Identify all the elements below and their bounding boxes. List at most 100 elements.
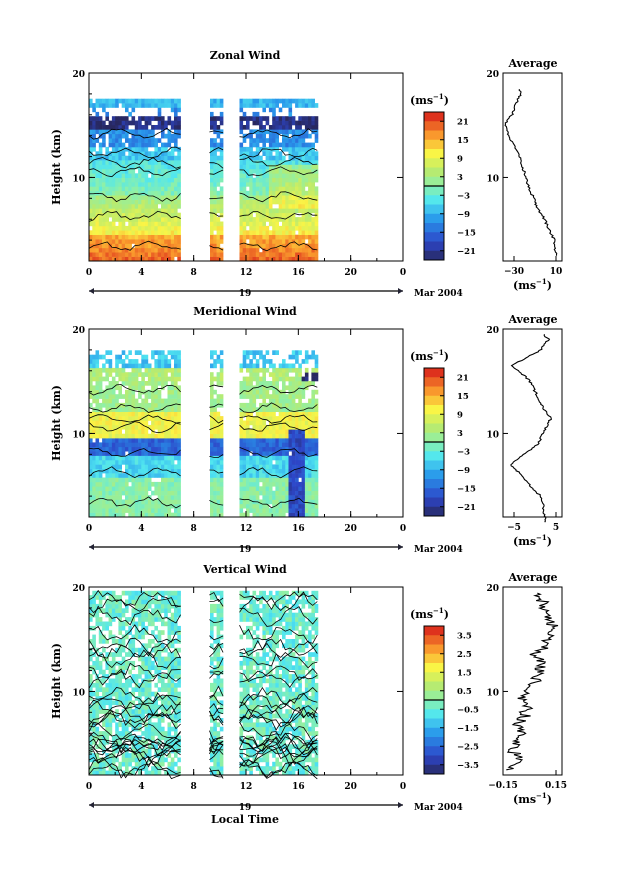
heatmap-cell xyxy=(174,190,178,196)
heatmap-cell xyxy=(102,647,106,653)
heatmap-cell xyxy=(177,625,181,631)
heatmap-cell xyxy=(105,155,109,161)
heatmap-cell xyxy=(147,164,152,170)
heatmap-cell xyxy=(249,398,253,404)
heatmap-cell xyxy=(308,477,312,483)
unit-text: (ms xyxy=(513,535,536,548)
heatmap-cell xyxy=(249,212,253,218)
heatmap-cell xyxy=(275,208,279,214)
heatmap-cell xyxy=(259,160,263,165)
heatmap-cell xyxy=(95,477,100,483)
heatmap-cell xyxy=(151,464,155,470)
heatmap-cells xyxy=(89,590,319,776)
heatmap-cell xyxy=(102,499,106,505)
heatmap-cell xyxy=(157,490,162,496)
heatmap-cell xyxy=(161,473,165,478)
heatmap-cell xyxy=(170,221,175,227)
heatmap-cell xyxy=(141,687,145,692)
heatmap-cell xyxy=(157,160,162,165)
heatmap-cell xyxy=(154,665,158,670)
heatmap-cell xyxy=(301,446,306,452)
heatmap-cell xyxy=(304,503,309,509)
heatmap-cell xyxy=(151,407,155,412)
heatmap-cell xyxy=(121,660,126,666)
heatmap-cell xyxy=(167,766,172,771)
heatmap-cell xyxy=(134,761,139,767)
heatmap-cell xyxy=(278,367,283,373)
heatmap-cell xyxy=(262,367,266,373)
heatmap-cell xyxy=(213,486,217,491)
heatmap-cell xyxy=(177,217,181,222)
heatmap-cell xyxy=(304,234,309,240)
heatmap-cell xyxy=(295,98,299,104)
heatmap-cell xyxy=(147,212,152,218)
heatmap-cell xyxy=(272,407,276,412)
heatmap-cell xyxy=(154,363,158,369)
heatmap-cell xyxy=(102,669,106,675)
heatmap-cell xyxy=(125,120,129,126)
heatmap-cell xyxy=(151,473,155,478)
heatmap-cell xyxy=(134,212,139,218)
heatmap-cell xyxy=(301,495,306,500)
heatmap-cell xyxy=(115,726,119,732)
heatmap-cell xyxy=(138,761,142,767)
heatmap-cell xyxy=(105,146,109,152)
heatmap-cell xyxy=(89,212,93,218)
heatmap-cell xyxy=(298,173,302,178)
heatmap-cell xyxy=(157,660,162,666)
heatmap-cell xyxy=(265,138,270,143)
heatmap-cell xyxy=(131,168,136,174)
heatmap-cell xyxy=(291,451,296,456)
heatmap-cell xyxy=(216,503,221,509)
heatmap-cell xyxy=(125,433,129,439)
heatmap-cell xyxy=(282,512,286,518)
contour-line xyxy=(88,447,181,457)
heatmap-cell xyxy=(239,116,244,121)
heatmap-cell xyxy=(259,186,263,192)
heatmap-cell xyxy=(314,495,319,500)
heatmap-cell xyxy=(304,424,309,430)
heatmap-cell xyxy=(298,151,302,156)
heatmap-cell xyxy=(164,612,168,618)
heatmap-cell xyxy=(295,234,299,240)
heatmap-cell xyxy=(95,111,100,117)
heatmap-cell xyxy=(89,381,93,386)
heatmap-cell xyxy=(285,433,289,439)
heatmap-cell xyxy=(311,512,315,518)
heatmap-cell xyxy=(144,212,149,218)
contour-line xyxy=(209,245,224,251)
heatmap-cell xyxy=(121,168,126,174)
heatmap-cell xyxy=(115,696,119,701)
unit-superscript: −1 xyxy=(433,348,444,357)
heatmap-cell xyxy=(174,424,178,430)
heatmap-cell xyxy=(131,455,136,461)
heatmap-cell xyxy=(255,182,260,187)
heatmap-cell xyxy=(154,138,158,143)
heatmap-cell xyxy=(275,173,279,178)
heatmap-cell xyxy=(105,367,109,373)
heatmap-cell xyxy=(252,129,257,135)
heatmap-cell xyxy=(259,512,263,518)
heatmap-cell xyxy=(272,138,276,143)
heatmap-cell xyxy=(259,234,263,240)
heatmap-cell xyxy=(115,495,119,500)
heatmap-cell xyxy=(265,190,270,196)
heatmap-cell xyxy=(98,146,103,152)
heatmap-cell xyxy=(108,477,113,483)
heatmap-cell xyxy=(308,455,312,461)
heatmap-cell xyxy=(98,376,103,382)
heatmap-cell xyxy=(164,212,168,218)
heatmap-cell xyxy=(138,617,142,622)
heatmap-cell xyxy=(147,234,152,240)
heatmap-cell xyxy=(298,455,302,461)
heatmap-cell xyxy=(288,256,293,262)
heatmap-cell xyxy=(95,168,100,174)
heatmap-cell xyxy=(249,381,253,386)
heatmap-cell xyxy=(98,634,103,640)
heatmap-cell xyxy=(285,460,289,465)
heatmap-cell xyxy=(308,433,312,439)
heatmap-cell xyxy=(167,98,172,104)
heatmap-cell xyxy=(275,256,279,262)
heatmap-cell xyxy=(154,230,158,235)
